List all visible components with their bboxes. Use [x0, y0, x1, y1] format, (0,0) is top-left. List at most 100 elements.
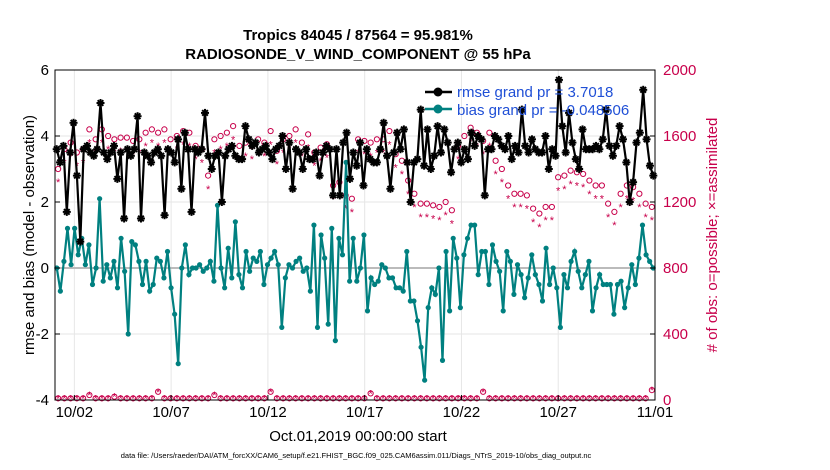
obs-assimilated-marker: *	[481, 149, 486, 161]
obs-bottom-possible-marker	[98, 395, 105, 402]
bias-point	[361, 232, 367, 238]
bias-point	[600, 281, 606, 288]
bias-point	[239, 285, 246, 291]
obs-bottom-possible-marker	[405, 395, 412, 402]
rmse-point-stroke	[578, 125, 587, 133]
rmse-point-stroke	[309, 155, 317, 163]
rmse-point	[96, 99, 105, 107]
rmse-point-stroke	[184, 145, 192, 153]
rmse-point-stroke	[86, 148, 94, 157]
rmse-point-stroke	[605, 142, 614, 150]
rmse-point-stroke	[622, 158, 630, 166]
bias-point	[354, 278, 360, 284]
rmse-point	[207, 165, 216, 173]
bias-point	[336, 235, 342, 241]
plot-area	[55, 70, 655, 400]
bias-point	[243, 248, 249, 255]
bias-point	[136, 258, 142, 264]
obs-bottom-possible-marker	[205, 395, 212, 402]
rmse-point	[238, 155, 247, 164]
bias-point	[211, 278, 217, 284]
obs-bottom-assimilated-marker: *	[412, 393, 417, 405]
legend: rmse grand pr = 3.7018 bias grand pr = -…	[425, 84, 629, 119]
obs-bottom-possible-marker	[180, 395, 187, 402]
obs-assimilated-marker: *	[637, 202, 642, 214]
rmse-point	[376, 145, 385, 154]
rmse-point-stroke	[167, 148, 175, 157]
rmse-point	[318, 148, 327, 157]
obs-bottom-assimilated-marker: *	[468, 393, 473, 405]
rmse-point-stroke	[204, 152, 212, 160]
rmse-point-stroke	[444, 139, 452, 147]
bias-point	[593, 285, 599, 291]
obs-possible-marker	[123, 134, 130, 141]
bias-point	[500, 308, 506, 314]
obs-possible-marker	[205, 172, 212, 179]
bias-point	[254, 258, 260, 264]
bias-line	[55, 162, 655, 381]
obs-possible-marker	[155, 129, 162, 136]
rmse-point	[197, 145, 206, 154]
obs-assimilated-marker: *	[393, 162, 398, 174]
bias-point	[293, 258, 299, 264]
rmse-point-stroke	[154, 145, 162, 153]
obs-bottom-assimilated-marker: *	[287, 393, 292, 405]
obs-bottom-possible-marker	[236, 395, 243, 402]
obs-bottom-assimilated-marker: *	[506, 393, 511, 405]
rmse-point-stroke	[144, 152, 152, 160]
obs-bottom-possible-marker	[155, 388, 162, 395]
rmse-point	[217, 198, 226, 206]
obs-possible-marker	[448, 207, 455, 214]
rmse-point-stroke	[386, 185, 394, 193]
bias-point	[339, 252, 346, 258]
bias-point	[550, 265, 556, 271]
rmse-point	[268, 155, 277, 164]
rmse-point-stroke	[208, 165, 216, 173]
obs-assimilated-marker: *	[618, 202, 623, 214]
rmse-point-stroke	[514, 148, 523, 157]
rmse-point-stroke	[541, 132, 549, 140]
obs-bottom-assimilated-marker: *	[581, 393, 586, 405]
obs-possible-marker	[167, 136, 174, 143]
obs-possible-marker	[373, 136, 380, 143]
obs-possible-marker	[536, 210, 543, 217]
bias-point	[129, 239, 135, 245]
bias-point	[300, 268, 306, 274]
rmse-point	[298, 165, 307, 173]
obs-possible-marker	[461, 132, 468, 140]
obs-possible-marker	[486, 129, 493, 136]
obs-bottom-possible-marker	[267, 388, 274, 395]
rmse-point	[632, 138, 641, 147]
rmse-point	[251, 138, 260, 147]
rmse-point-stroke	[275, 142, 283, 150]
rmse-point-stroke	[73, 172, 81, 180]
rmse-point-stroke	[262, 142, 270, 150]
rmse-point	[450, 145, 459, 154]
rmse-point	[157, 151, 166, 160]
obs-bottom-possible-marker	[480, 388, 487, 395]
rmse-point-stroke	[562, 148, 570, 157]
obs-bottom-possible-marker	[61, 395, 68, 402]
rmse-point-stroke	[231, 152, 239, 160]
rmse-point	[554, 75, 563, 84]
obs-bottom-assimilated-marker: *	[118, 393, 123, 405]
rmse-point	[170, 158, 179, 167]
rmse-point	[504, 132, 513, 140]
obs-bottom-assimilated-marker: *	[75, 393, 80, 405]
bias-point	[218, 265, 224, 271]
x-tick-label: 11/01	[637, 404, 673, 421]
obs-assimilated-marker: *	[581, 182, 586, 194]
bias-point	[468, 222, 474, 228]
rmse-point	[605, 141, 614, 150]
rmse-point	[622, 158, 631, 167]
rmse-point-stroke	[113, 175, 121, 183]
rmse-point	[227, 141, 236, 150]
rmse-point	[420, 161, 429, 170]
obs-bottom-possible-marker	[123, 395, 130, 402]
rmse-point	[177, 184, 186, 193]
rmse-point	[561, 148, 570, 157]
rmse-point-stroke	[177, 185, 185, 193]
rmse-point	[123, 145, 132, 154]
bias-point	[247, 268, 253, 274]
rmse-point-stroke	[117, 148, 125, 157]
